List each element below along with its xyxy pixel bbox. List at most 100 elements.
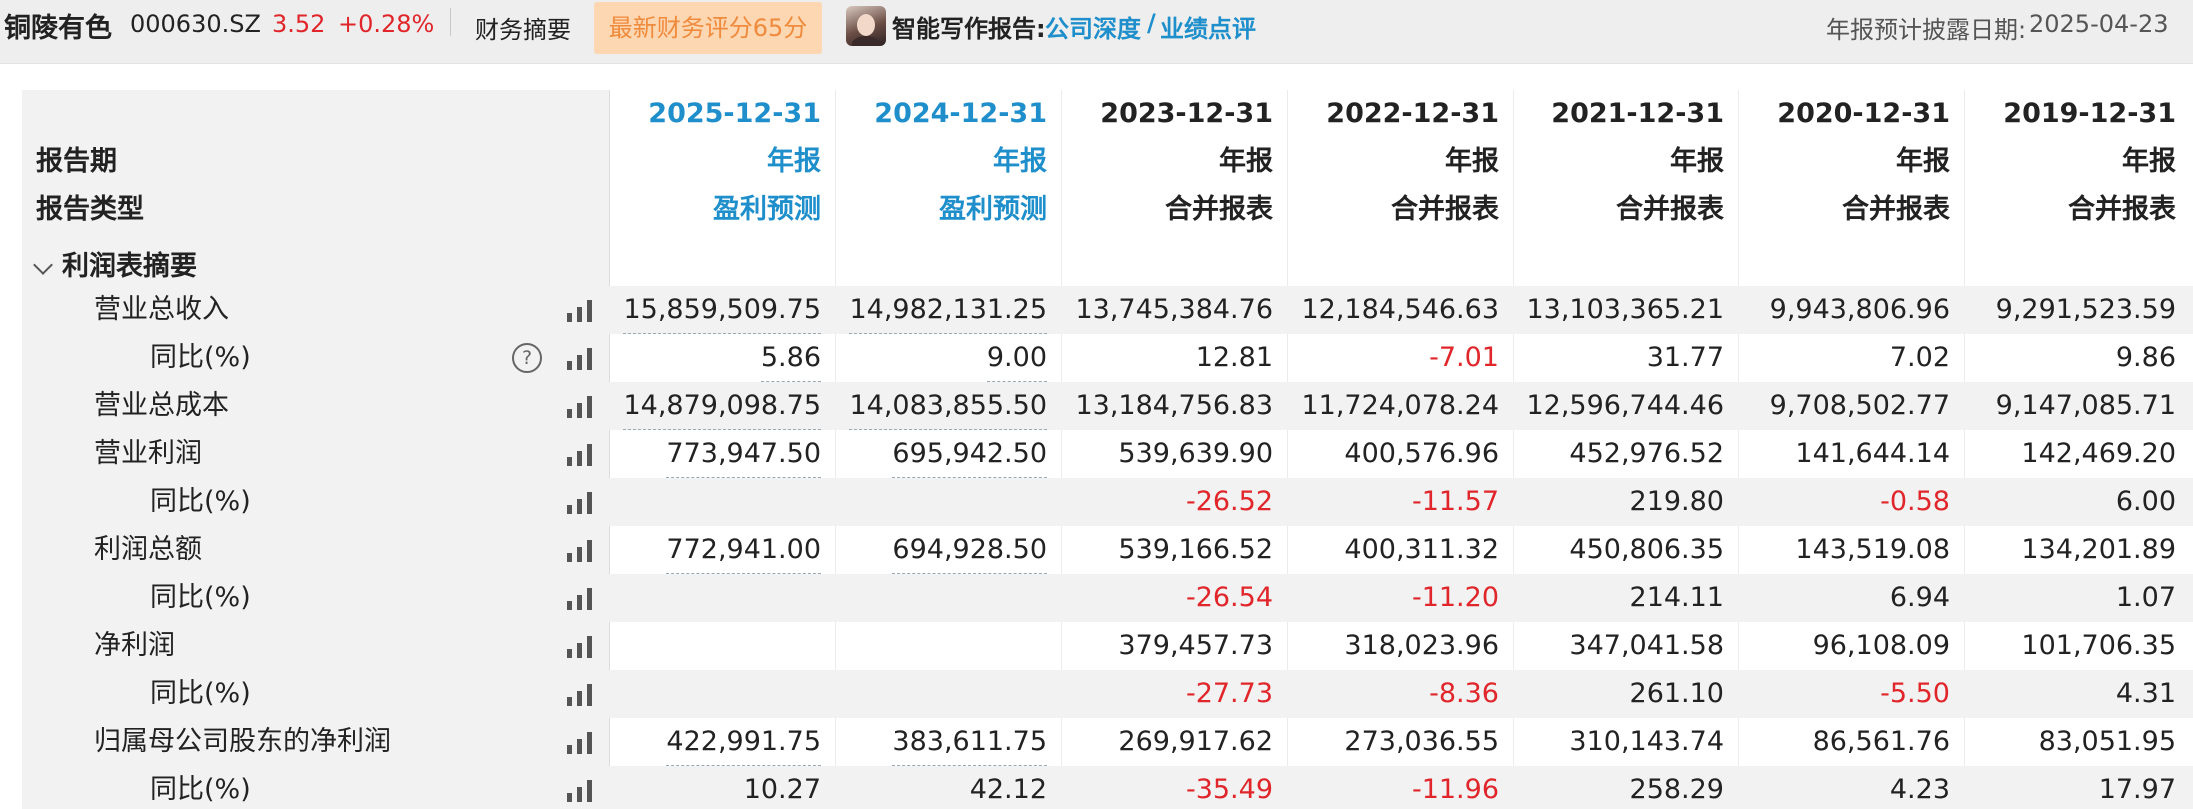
table-cell: -27.73 xyxy=(1185,678,1273,709)
bar-chart-icon[interactable] xyxy=(567,732,593,754)
table-cell[interactable]: 42.12 xyxy=(970,766,1047,809)
column-type-header: 盈利预测 xyxy=(939,194,1047,225)
help-icon[interactable]: ? xyxy=(512,343,542,373)
column-divider xyxy=(1738,90,1739,809)
table-cell: 31.77 xyxy=(1646,342,1724,373)
bar-chart-icon[interactable] xyxy=(567,492,593,514)
bar-chart-icon[interactable] xyxy=(567,636,593,658)
table-cell[interactable]: 772,941.00 xyxy=(666,526,821,574)
table-cell[interactable]: 383,611.75 xyxy=(892,718,1047,766)
table-cell: 4.31 xyxy=(2115,678,2176,709)
column-date-header[interactable]: 2020-12-31 xyxy=(1777,98,1950,129)
bar-chart-icon[interactable] xyxy=(567,540,593,562)
tab-financial-summary[interactable]: 财务摘要 xyxy=(475,16,571,44)
table-cell: 96,108.09 xyxy=(1812,630,1950,661)
table-row: 营业总成本 14,879,098.75 14,083,855.50 13,184,75… xyxy=(22,382,2193,430)
column-date-header[interactable]: 2025-12-31 xyxy=(648,98,821,129)
table-cell: 13,745,384.76 xyxy=(1075,294,1273,325)
table-cell: 143,519.08 xyxy=(1795,534,1950,565)
table-cell: 269,917.62 xyxy=(1118,726,1273,757)
table-cell[interactable]: 14,083,855.50 xyxy=(849,382,1047,430)
table-cell: 9,708,502.77 xyxy=(1769,390,1950,421)
table-cell: 4.23 xyxy=(1889,774,1950,805)
table-cell: 400,576.96 xyxy=(1344,438,1499,469)
column-type-header: 盈利预测 xyxy=(713,194,821,225)
column-divider xyxy=(1513,90,1514,809)
table-cell: 86,561.76 xyxy=(1812,726,1950,757)
table-cell[interactable]: 14,982,131.25 xyxy=(849,286,1047,334)
smart-report-label: 智能写作报告: xyxy=(892,15,1046,43)
bar-chart-icon[interactable] xyxy=(567,444,593,466)
table-cell[interactable]: 694,928.50 xyxy=(892,526,1047,574)
column-date-header[interactable]: 2021-12-31 xyxy=(1551,98,1724,129)
top-divider xyxy=(450,8,451,36)
chevron-down-icon[interactable] xyxy=(33,255,53,275)
section-row-income[interactable]: 利润表摘要 xyxy=(22,244,2193,290)
table-cell[interactable]: 14,879,098.75 xyxy=(623,382,821,430)
table-cell[interactable]: 9.00 xyxy=(986,334,1047,382)
financial-score-badge[interactable]: 最新财务评分65分 xyxy=(594,2,822,54)
table-cell: 6.94 xyxy=(1889,582,1950,613)
table-cell[interactable]: 695,942.50 xyxy=(892,430,1047,478)
bar-chart-icon[interactable] xyxy=(567,684,593,706)
column-date-header[interactable]: 2023-12-31 xyxy=(1100,98,1273,129)
table-cell: 450,806.35 xyxy=(1569,534,1724,565)
row-label: 营业总收入 xyxy=(94,294,229,325)
column-type-header: 合并报表 xyxy=(1165,194,1273,225)
row-label: 归属母公司股东的净利润 xyxy=(94,726,391,757)
table-cell: 9,943,806.96 xyxy=(1769,294,1950,325)
row-label: 同比(%) xyxy=(150,774,251,805)
section-title[interactable]: 利润表摘要 xyxy=(62,251,197,282)
table-cell: 141,644.14 xyxy=(1795,438,1950,469)
table-cell: 13,103,365.21 xyxy=(1526,294,1724,325)
column-period-header: 年报 xyxy=(1445,146,1499,177)
table-cell[interactable]: 15,859,509.75 xyxy=(623,286,821,334)
column-type-header: 合并报表 xyxy=(1842,194,1950,225)
table-cell: 12.81 xyxy=(1195,342,1273,373)
disclose-date-label: 年报预计披露日期: xyxy=(1826,16,2027,44)
row-label: 同比(%) xyxy=(150,678,251,709)
table-cell: -11.57 xyxy=(1411,486,1499,517)
column-date-header[interactable]: 2019-12-31 xyxy=(2003,98,2176,129)
row-label: 同比(%) xyxy=(150,486,251,517)
table-row: 利润总额 772,941.00 694,928.50 539,166.52 400,31… xyxy=(22,526,2193,574)
column-divider xyxy=(835,90,836,809)
table-cell: 12,184,546.63 xyxy=(1301,294,1499,325)
company-depth-link[interactable]: 公司深度 xyxy=(1045,15,1141,43)
table-cell: -35.49 xyxy=(1185,774,1273,805)
performance-review-link[interactable]: 业绩点评 xyxy=(1160,15,1256,43)
table-cell: 1.07 xyxy=(2115,582,2176,613)
table-cell: 347,041.58 xyxy=(1569,630,1724,661)
column-date-header[interactable]: 2022-12-31 xyxy=(1326,98,1499,129)
table-cell: 539,639.90 xyxy=(1118,438,1273,469)
column-date-header[interactable]: 2024-12-31 xyxy=(874,98,1047,129)
ai-writer-avatar-icon xyxy=(846,6,886,46)
bar-chart-icon[interactable] xyxy=(567,396,593,418)
column-divider xyxy=(1061,90,1062,809)
table-cell: -26.54 xyxy=(1185,582,1273,613)
header-spacer xyxy=(22,234,2193,244)
row-label: 净利润 xyxy=(94,630,175,661)
stock-code: 000630.SZ xyxy=(130,10,261,38)
table-cell: 379,457.73 xyxy=(1118,630,1273,661)
report-type-label: 报告类型 xyxy=(36,194,144,225)
table-cell[interactable]: 5.86 xyxy=(760,334,821,382)
table-cell: 134,201.89 xyxy=(2021,534,2176,565)
bar-chart-icon[interactable] xyxy=(567,780,593,802)
table-cell[interactable]: 773,947.50 xyxy=(666,430,821,478)
table-cell: 452,976.52 xyxy=(1569,438,1724,469)
bar-chart-icon[interactable] xyxy=(567,348,593,370)
table-cell: -0.58 xyxy=(1880,486,1950,517)
column-divider xyxy=(1287,90,1288,809)
table-cell: -26.52 xyxy=(1185,486,1273,517)
table-cell[interactable]: 422,991.75 xyxy=(666,718,821,766)
table-cell: 83,051.95 xyxy=(2038,726,2176,757)
bar-chart-icon[interactable] xyxy=(567,300,593,322)
stock-name[interactable]: 铜陵有色 xyxy=(4,13,112,44)
table-cell: 12,596,744.46 xyxy=(1526,390,1724,421)
bar-chart-icon[interactable] xyxy=(567,588,593,610)
table-cell: 142,469.20 xyxy=(2021,438,2176,469)
column-period-header: 年报 xyxy=(2122,146,2176,177)
table-cell[interactable]: 10.27 xyxy=(744,766,821,809)
row-label: 同比(%) xyxy=(150,582,251,613)
